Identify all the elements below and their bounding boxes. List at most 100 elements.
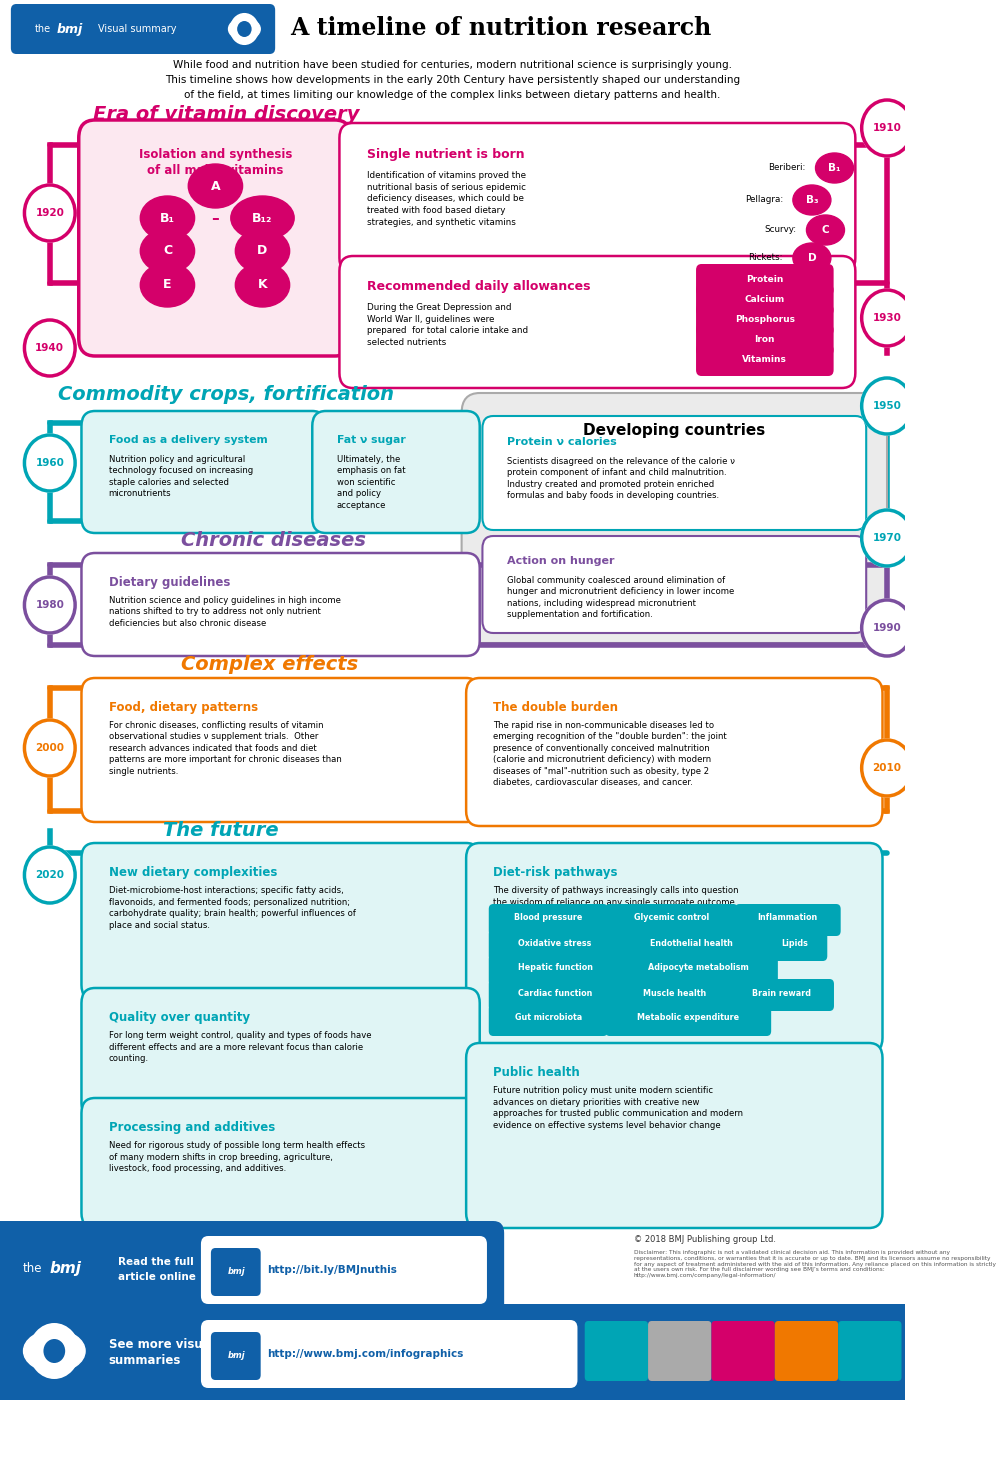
FancyBboxPatch shape (735, 905, 841, 936)
Circle shape (862, 601, 912, 655)
Ellipse shape (229, 18, 260, 40)
Text: Scurvy:: Scurvy: (764, 225, 797, 234)
Text: summaries: summaries (109, 1354, 181, 1367)
Ellipse shape (816, 153, 854, 182)
Text: 1960: 1960 (35, 458, 64, 469)
Text: The diversity of pathways increasingly calls into question
the wisdom of relianc: The diversity of pathways increasingly c… (493, 885, 739, 906)
Text: Beriberi:: Beriberi: (768, 163, 806, 172)
Circle shape (862, 740, 912, 796)
Text: 2000: 2000 (35, 743, 64, 753)
Text: C: C (822, 225, 829, 234)
FancyBboxPatch shape (605, 905, 738, 936)
Text: The double burden: The double burden (493, 701, 618, 713)
FancyBboxPatch shape (838, 1321, 902, 1381)
FancyBboxPatch shape (775, 1321, 838, 1381)
Text: Disclaimer: This infographic is not a validated clinical decision aid. This info: Disclaimer: This infographic is not a va… (634, 1250, 996, 1278)
FancyBboxPatch shape (339, 123, 855, 273)
Text: Single nutrient is born: Single nutrient is born (367, 148, 524, 162)
Circle shape (29, 1323, 80, 1379)
Circle shape (24, 435, 75, 491)
Circle shape (24, 577, 75, 633)
Text: Identification of vitamins proved the
nutritional basis of serious epidemic
defi: Identification of vitamins proved the nu… (367, 171, 526, 227)
FancyBboxPatch shape (605, 1004, 771, 1037)
FancyBboxPatch shape (619, 979, 731, 1011)
FancyBboxPatch shape (619, 954, 778, 986)
Text: B₁₂: B₁₂ (252, 212, 273, 224)
Text: Diet-risk pathways: Diet-risk pathways (493, 866, 618, 879)
FancyBboxPatch shape (81, 988, 480, 1118)
Text: Protein: Protein (746, 276, 784, 285)
FancyBboxPatch shape (0, 1221, 504, 1317)
Text: Cardiac function: Cardiac function (518, 989, 592, 998)
Text: Calcium: Calcium (745, 295, 785, 304)
Text: Fat ν sugar: Fat ν sugar (337, 435, 405, 445)
FancyBboxPatch shape (81, 842, 480, 1000)
Text: D: D (257, 245, 268, 258)
Text: Vitamins: Vitamins (742, 356, 787, 365)
Text: B₃: B₃ (806, 194, 818, 205)
Circle shape (24, 721, 75, 776)
FancyBboxPatch shape (762, 928, 827, 961)
Circle shape (43, 1339, 65, 1363)
Text: Phosphorus: Phosphorus (735, 316, 795, 325)
FancyBboxPatch shape (696, 264, 834, 297)
Circle shape (24, 320, 75, 377)
Text: Hepatic function: Hepatic function (518, 964, 593, 973)
FancyBboxPatch shape (339, 257, 855, 389)
FancyBboxPatch shape (482, 417, 866, 529)
Text: Food as a delivery system: Food as a delivery system (109, 435, 267, 445)
Text: bmj: bmj (227, 1351, 245, 1360)
Text: Inflammation: Inflammation (758, 914, 818, 922)
Text: C: C (163, 245, 172, 258)
Text: Lipids: Lipids (781, 939, 808, 948)
Text: the: the (23, 1262, 42, 1275)
FancyBboxPatch shape (312, 411, 480, 532)
Text: While food and nutrition have been studied for centuries, modern nutritional sci: While food and nutrition have been studi… (173, 59, 732, 70)
FancyBboxPatch shape (648, 1321, 711, 1381)
Circle shape (24, 185, 75, 242)
Text: Need for rigorous study of possible long term health effects
of many modern shif: Need for rigorous study of possible long… (109, 1140, 365, 1173)
FancyBboxPatch shape (81, 678, 480, 822)
Ellipse shape (235, 262, 290, 307)
Text: K: K (258, 279, 267, 292)
FancyBboxPatch shape (81, 411, 326, 532)
FancyBboxPatch shape (585, 1321, 648, 1381)
FancyBboxPatch shape (81, 553, 480, 655)
Circle shape (24, 185, 75, 242)
FancyBboxPatch shape (211, 1249, 261, 1296)
Text: Nutrition science and policy guidelines in high income
nations shifted to try to: Nutrition science and policy guidelines … (109, 596, 340, 627)
Text: Oxidative stress: Oxidative stress (518, 939, 592, 948)
Text: Ultimately, the
emphasis on fat
won scientific
and policy
acceptance: Ultimately, the emphasis on fat won scie… (337, 455, 405, 510)
Text: A timeline of nutrition research: A timeline of nutrition research (290, 16, 711, 40)
Text: Protein ν calories: Protein ν calories (507, 437, 617, 446)
Ellipse shape (140, 196, 195, 240)
Circle shape (862, 601, 912, 655)
Circle shape (862, 510, 912, 567)
Circle shape (862, 378, 912, 435)
Ellipse shape (140, 228, 195, 273)
Text: 1940: 1940 (35, 343, 64, 353)
FancyBboxPatch shape (466, 678, 882, 826)
Text: 1970: 1970 (873, 532, 902, 543)
FancyBboxPatch shape (489, 928, 621, 961)
Ellipse shape (806, 215, 844, 245)
Circle shape (237, 21, 252, 37)
FancyBboxPatch shape (619, 928, 764, 961)
Ellipse shape (235, 228, 290, 273)
Text: Pellagra:: Pellagra: (745, 196, 783, 205)
Text: 1930: 1930 (873, 313, 901, 323)
Ellipse shape (231, 196, 294, 240)
Text: Nutrition policy and agricultural
technology focused on increasing
staple calori: Nutrition policy and agricultural techno… (109, 455, 253, 498)
Text: Chronic diseases: Chronic diseases (181, 531, 366, 550)
Text: B₁: B₁ (160, 212, 175, 224)
FancyBboxPatch shape (711, 1321, 775, 1381)
Circle shape (24, 577, 75, 633)
Text: See more visual: See more visual (109, 1338, 214, 1351)
Text: Global community coalesced around elimination of
hunger and micronutrient defici: Global community coalesced around elimin… (507, 575, 734, 620)
Text: Endothelial health: Endothelial health (650, 939, 733, 948)
Circle shape (862, 99, 912, 156)
FancyBboxPatch shape (95, 145, 335, 159)
FancyBboxPatch shape (81, 1097, 480, 1228)
FancyBboxPatch shape (95, 277, 335, 291)
Text: the: the (34, 24, 51, 34)
